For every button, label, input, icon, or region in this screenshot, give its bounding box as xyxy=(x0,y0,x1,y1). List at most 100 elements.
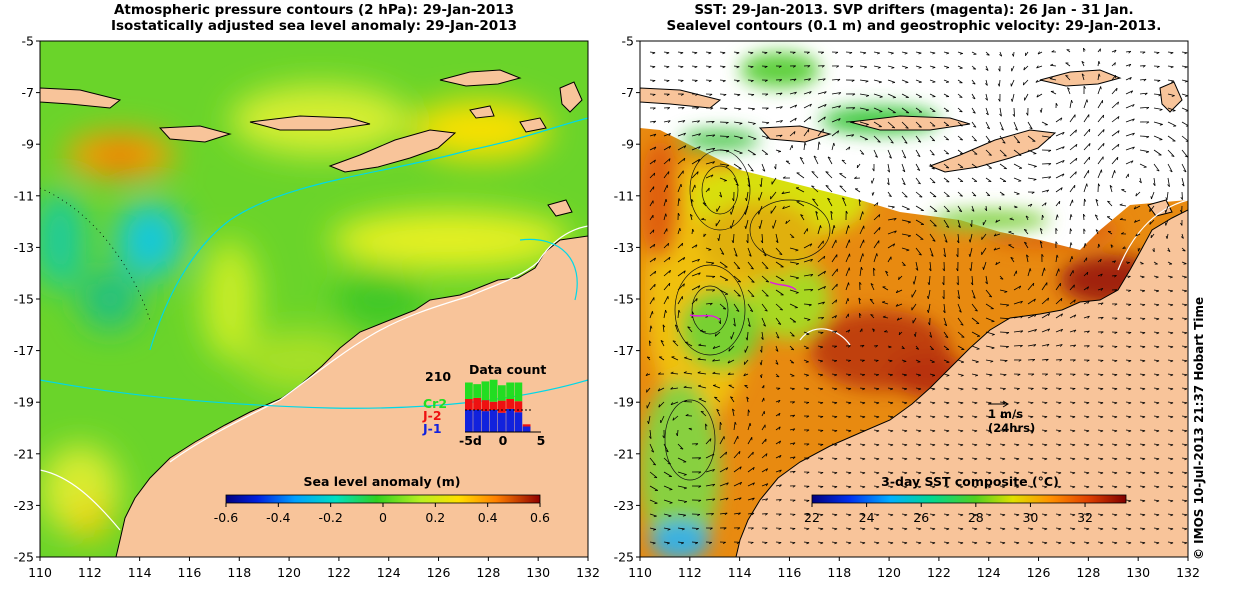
velocity-arrow xyxy=(873,65,881,68)
velocity-arrow xyxy=(649,133,657,137)
velocity-arrow-head xyxy=(848,458,852,461)
velocity-arrow-head xyxy=(1156,402,1160,405)
data-count-bar-j2 xyxy=(498,400,506,413)
velocity-arrow xyxy=(943,331,949,338)
left-lat-tick-label: -9 xyxy=(22,137,35,152)
left-lon-tick-label: 130 xyxy=(526,565,550,580)
velocity-arrow-head xyxy=(960,416,964,419)
velocity-arrow-head xyxy=(1044,402,1048,405)
velocity-arrow-head xyxy=(697,120,700,123)
velocity-arrow xyxy=(803,258,813,263)
velocity-arrow xyxy=(1125,471,1132,474)
velocity-arrow xyxy=(1167,79,1174,82)
velocity-arrow-head xyxy=(697,258,700,262)
velocity-arrow-head xyxy=(820,430,824,433)
velocity-arrow-head xyxy=(665,198,668,202)
velocity-arrow xyxy=(815,211,819,221)
velocity-arrow xyxy=(1055,173,1065,179)
velocity-arrow-head xyxy=(1142,346,1146,349)
velocity-arrow xyxy=(858,297,861,305)
velocity-arrow-head xyxy=(779,309,783,311)
velocity-arrow xyxy=(901,247,910,251)
velocity-arrow xyxy=(831,401,838,404)
velocity-arrow xyxy=(719,303,727,310)
velocity-arrow xyxy=(789,317,797,323)
velocity-arrow xyxy=(969,233,973,243)
velocity-arrow-head xyxy=(702,202,706,204)
velocity-arrow xyxy=(1181,415,1188,418)
velocity-arrow-head xyxy=(1081,73,1085,77)
right-lon-tick-label: 112 xyxy=(678,565,702,580)
velocity-arrow-head xyxy=(1171,80,1175,83)
velocity-arrow-head xyxy=(806,51,810,54)
velocity-arrow-head xyxy=(1156,514,1160,517)
tanimbar-right xyxy=(1159,81,1183,113)
velocity-arrow-head xyxy=(974,458,978,461)
velocity-arrow xyxy=(743,359,749,365)
velocity-arrow-head xyxy=(1156,528,1160,531)
velocity-arrow-head xyxy=(1041,254,1044,257)
velocity-arrow-head xyxy=(1184,500,1188,503)
velocity-arrow-head xyxy=(823,286,826,290)
velocity-arrow xyxy=(1181,513,1188,516)
velocity-arrow-head xyxy=(657,388,661,392)
velocity-arrow-head xyxy=(1009,217,1013,220)
velocity-arrow xyxy=(981,233,987,240)
velocity-arrow xyxy=(705,65,712,68)
velocity-arrow xyxy=(1055,359,1062,361)
velocity-arrow-head xyxy=(1072,542,1076,545)
velocity-arrow xyxy=(1125,415,1132,418)
velocity-arrow xyxy=(1055,131,1065,137)
velocity-arrow xyxy=(1024,241,1029,249)
velocity-arrow-head xyxy=(752,451,754,455)
velocity-arrow xyxy=(999,121,1004,131)
velocity-arrow xyxy=(859,79,869,82)
velocity-arrow xyxy=(1111,513,1118,516)
velocity-arrow-head xyxy=(861,153,865,155)
velocity-arrow-head xyxy=(848,360,851,363)
velocity-arrow xyxy=(901,513,908,516)
velocity-arrow-head xyxy=(778,400,781,403)
velocity-arrow-head xyxy=(1170,430,1174,433)
velocity-arrow xyxy=(1069,314,1077,319)
velocity-arrow xyxy=(697,385,707,389)
velocity-arrow-head xyxy=(848,388,852,391)
velocity-arrow xyxy=(998,79,1001,87)
velocity-arrow-head xyxy=(1016,444,1020,447)
velocity-arrow xyxy=(929,527,936,530)
right-lon-tick-label: 120 xyxy=(877,565,901,580)
velocity-arrow-head xyxy=(795,263,799,266)
velocity-arrow xyxy=(985,373,993,376)
velocity-arrow-head xyxy=(1002,141,1006,144)
velocity-arrow-head xyxy=(905,127,909,129)
velocity-arrow xyxy=(1041,202,1047,207)
velocity-arrow-head xyxy=(972,97,976,100)
velocity-arrow-head xyxy=(858,199,862,202)
velocity-arrow xyxy=(1167,51,1174,54)
velocity-arrow xyxy=(1097,73,1100,81)
velocity-arrow-head xyxy=(862,528,866,531)
velocity-arrow-head xyxy=(976,348,980,350)
velocity-arrow xyxy=(999,331,1010,333)
velocity-arrow-head xyxy=(1117,101,1119,105)
velocity-arrow xyxy=(1055,429,1062,432)
velocity-arrow-head xyxy=(1113,260,1117,264)
velocity-arrow xyxy=(803,243,812,249)
velocity-arrow-head xyxy=(1044,202,1047,206)
velocity-arrow xyxy=(943,471,950,474)
velocity-arrow xyxy=(957,289,961,299)
velocity-arrow-head xyxy=(698,285,701,289)
velocity-arrow-head xyxy=(697,171,699,175)
velocity-arrow xyxy=(1139,387,1146,390)
velocity-arrow-head xyxy=(1184,486,1188,489)
velocity-arrow-head xyxy=(862,374,866,377)
velocity-arrow-head xyxy=(958,210,962,213)
velocity-arrow xyxy=(1083,170,1090,179)
velocity-arrow-head xyxy=(1142,318,1146,321)
velocity-arrow-head xyxy=(863,52,867,55)
data-count-xtick-1: 0 xyxy=(499,433,508,448)
velocity-arrow xyxy=(761,438,767,445)
velocity-arrow-head xyxy=(1184,374,1188,377)
velocity-arrow-head xyxy=(1012,113,1015,117)
velocity-arrow xyxy=(859,541,866,544)
